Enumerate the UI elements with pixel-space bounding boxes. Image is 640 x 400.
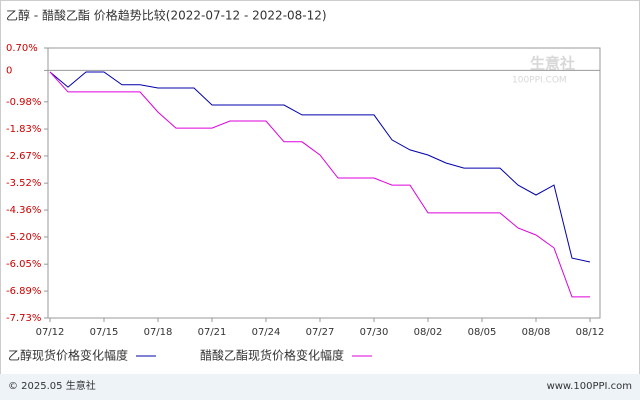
x-tick-label: 07/12 [36,327,65,338]
y-tick-label: -6.05% [6,259,41,270]
chart-title: 乙醇 - 醋酸乙酯 价格趋势比较(2022-07-12 - 2022-08-12… [6,8,327,23]
x-tick-label: 07/21 [198,327,227,338]
y-tick-label: -1.83% [6,124,41,135]
watermark: 生意社 [530,55,575,73]
x-tick-label: 07/24 [252,327,281,338]
y-tick-label: -4.36% [6,205,41,216]
y-tick-label: -6.89% [6,286,41,297]
y-tick-label: -5.20% [6,232,41,243]
y-tick-label: -7.73% [6,313,41,324]
y-tick-label: 0.70% [6,43,38,54]
footer-bar [0,374,640,400]
x-tick-label: 07/30 [360,327,389,338]
x-tick-label: 08/02 [414,327,443,338]
footer-right: www.100PPI.com [547,381,632,392]
x-tick-label: 07/27 [306,327,335,338]
legend-label: 醋酸乙酯现货价格变化幅度 [200,348,344,363]
x-tick-label: 08/05 [468,327,497,338]
legend-label: 乙醇现货价格变化幅度 [8,348,128,363]
x-tick-label: 08/08 [522,327,551,338]
footer-left: © 2025.05 生意社 [8,379,96,392]
y-tick-label: -2.67% [6,151,41,162]
series-line [49,71,590,298]
y-tick-label: -0.98% [6,97,41,108]
x-tick-label: 07/18 [144,327,173,338]
watermark-url: 100PPI.COM [512,76,567,86]
x-tick-label: 07/15 [90,327,119,338]
x-tick-label: 08/12 [576,327,605,338]
y-tick-label: 0 [6,65,12,76]
series-line [49,71,591,263]
y-tick-label: -3.52% [6,178,41,189]
